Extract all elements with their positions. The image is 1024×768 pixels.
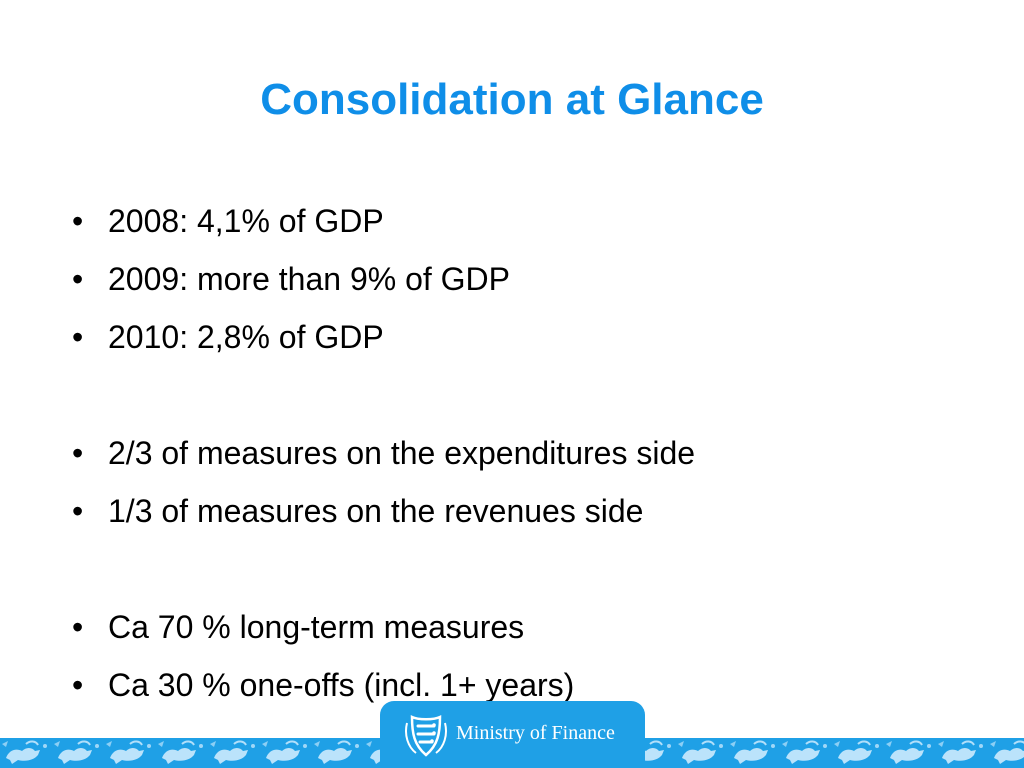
bullet-dot: • <box>72 435 84 471</box>
slide-title: Consolidation at Glance <box>260 75 764 124</box>
bullet-dot: • <box>72 261 84 297</box>
bullet-spacer <box>0 540 1024 598</box>
bullet-spacer <box>0 366 1024 424</box>
bullet-dot: • <box>72 493 84 529</box>
bullet-text: Ca 30 % one-offs (incl. 1+ years) <box>108 667 575 703</box>
ministry-logo-tab: Ministry of Finance <box>380 701 645 768</box>
bullet-item: • 1/3 of measures on the revenues side <box>0 482 1024 540</box>
bullet-text: 2/3 of measures on the expenditures side <box>108 435 696 471</box>
bullet-item: • 2008: 4,1% of GDP <box>0 192 1024 250</box>
bullet-dot: • <box>72 609 84 645</box>
three-lions-crest-icon <box>405 714 447 757</box>
bullet-dot: • <box>72 203 84 239</box>
ministry-name: Ministry of Finance <box>456 722 615 744</box>
bullet-item: • Ca 70 % long-term measures <box>0 598 1024 656</box>
bullet-text: 2010: 2,8% of GDP <box>108 319 384 355</box>
bullet-text: 1/3 of measures on the revenues side <box>108 493 644 529</box>
bullet-text: Ca 70 % long-term measures <box>108 609 525 645</box>
bullet-dot: • <box>72 319 84 355</box>
bullet-item: • 2010: 2,8% of GDP <box>0 308 1024 366</box>
bullet-text: 2009: more than 9% of GDP <box>108 261 510 297</box>
bullet-item: • 2009: more than 9% of GDP <box>0 250 1024 308</box>
bullet-item: • Ca 30 % one-offs (incl. 1+ years) <box>0 656 1024 714</box>
bullet-text: 2008: 4,1% of GDP <box>108 203 384 239</box>
bullet-list: • 2008: 4,1% of GDP • 2009: more than 9%… <box>0 192 1024 714</box>
bullet-item: • 2/3 of measures on the expenditures si… <box>0 424 1024 482</box>
bullet-dot: • <box>72 667 84 703</box>
